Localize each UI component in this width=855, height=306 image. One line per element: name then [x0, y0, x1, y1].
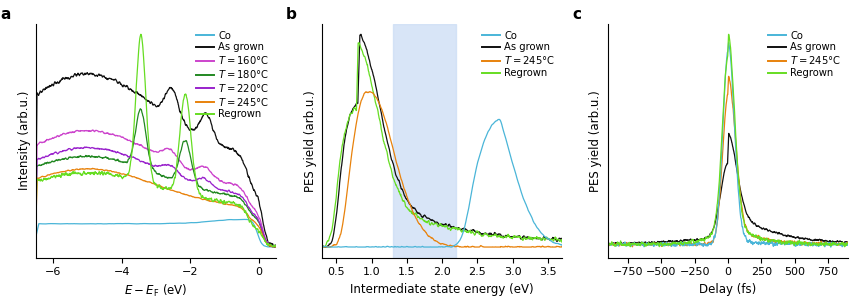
X-axis label: Intermediate state energy (eV): Intermediate state energy (eV) [351, 283, 534, 296]
X-axis label: Delay (fs): Delay (fs) [699, 283, 757, 296]
Legend: Co, As grown, $T = 245$°C, Regrown: Co, As grown, $T = 245$°C, Regrown [766, 29, 843, 80]
X-axis label: $E - E_{\mathrm{F}}$ (eV): $E - E_{\mathrm{F}}$ (eV) [125, 283, 188, 299]
Bar [392, 24, 457, 258]
Text: b: b [286, 7, 297, 22]
Text: c: c [572, 7, 581, 22]
Text: a: a [0, 7, 10, 22]
Legend: Co, As grown, $T = 245$°C, Regrown: Co, As grown, $T = 245$°C, Regrown [481, 29, 557, 80]
Legend: Co, As grown, $T = 160$°C, $T = 180$°C, $T = 220$°C, $T = 245$°C, Regrown: Co, As grown, $T = 160$°C, $T = 180$°C, … [194, 29, 271, 121]
Y-axis label: PES yield (arb.u.): PES yield (arb.u.) [304, 90, 316, 192]
Y-axis label: Intensity (arb.u.): Intensity (arb.u.) [18, 91, 31, 190]
Y-axis label: PES yield (arb.u.): PES yield (arb.u.) [589, 90, 603, 192]
